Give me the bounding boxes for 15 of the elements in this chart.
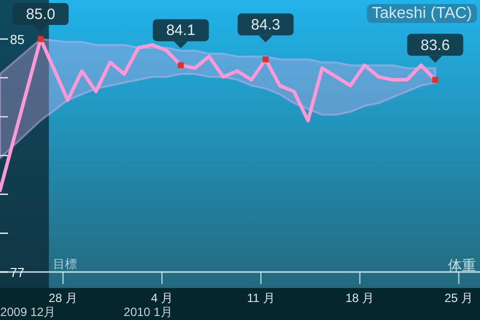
y-tick-label: 85 bbox=[10, 32, 24, 48]
text: 2009 12月 bbox=[0, 305, 56, 319]
x-tick-label: 11 月 bbox=[247, 291, 275, 305]
x-tick-label: 28 月 bbox=[48, 291, 78, 305]
chart-title: Takeshi (TAC) bbox=[372, 5, 472, 22]
annotation: 体重 bbox=[448, 257, 476, 273]
annotation: 85.0 bbox=[26, 6, 56, 23]
annotation: 84.3 bbox=[251, 16, 280, 34]
annotation: 84.1 bbox=[166, 22, 196, 40]
text: 2010 1月 bbox=[124, 305, 172, 319]
x-tick-label: 18 月 bbox=[346, 291, 374, 305]
x-tick-label: 4 月 bbox=[150, 291, 173, 305]
ref-line-label: 目標 bbox=[53, 256, 77, 271]
annotation: 83.6 bbox=[420, 36, 450, 54]
x-tick-label: 25 月 bbox=[444, 291, 474, 305]
